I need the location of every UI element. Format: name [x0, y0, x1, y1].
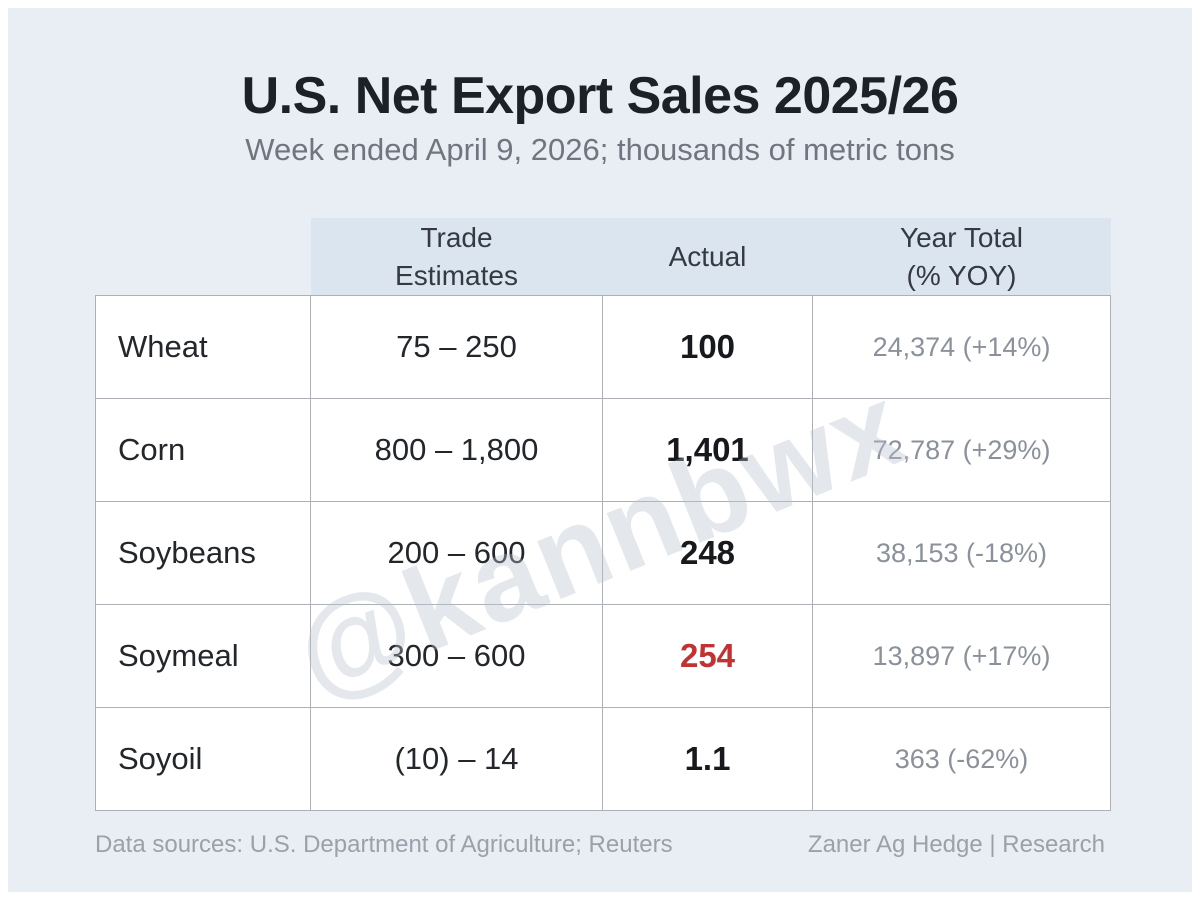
header-corner-cell [96, 218, 311, 296]
infographic-canvas: U.S. Net Export Sales 2025/26 Week ended… [8, 8, 1192, 892]
header-actual: Actual [602, 218, 813, 296]
table-row: Soyoil (10) – 14 1.1 363 (-62%) [95, 707, 1111, 811]
row-actual: 248 [602, 501, 813, 605]
header-year-total: Year Total (% YOY) [812, 218, 1111, 296]
page-title: U.S. Net Export Sales 2025/26 [241, 67, 959, 125]
row-label: Corn [95, 398, 311, 502]
row-year-total: 363 (-62%) [812, 707, 1111, 811]
data-sources-note: Data sources: U.S. Department of Agricul… [95, 831, 673, 858]
row-actual: 100 [602, 295, 813, 399]
row-estimate: 800 – 1,800 [310, 398, 603, 502]
row-label: Soybeans [95, 501, 311, 605]
row-actual: 1,401 [602, 398, 813, 502]
row-label: Soyoil [95, 707, 311, 811]
header-trade-estimates: Trade Estimates [310, 218, 603, 296]
table-row: Wheat 75 – 250 100 24,374 (+14%) [95, 295, 1111, 399]
row-year-total: 24,374 (+14%) [812, 295, 1111, 399]
page-subtitle: Week ended April 9, 2026; thousands of m… [245, 132, 955, 167]
row-label: Soymeal [95, 604, 311, 708]
table-row: Corn 800 – 1,800 1,401 72,787 (+29%) [95, 398, 1111, 502]
row-estimate: (10) – 14 [310, 707, 603, 811]
row-estimate: 200 – 600 [310, 501, 603, 605]
row-year-total: 38,153 (-18%) [812, 501, 1111, 605]
table-row: Soybeans 200 – 600 248 38,153 (-18%) [95, 501, 1111, 605]
table-header-row: Trade Estimates Actual Year Total (% YOY… [96, 218, 1111, 296]
row-year-total: 13,897 (+17%) [812, 604, 1111, 708]
row-year-total: 72,787 (+29%) [812, 398, 1111, 502]
row-actual-highlighted: 254 [602, 604, 813, 708]
row-estimate: 75 – 250 [310, 295, 603, 399]
row-label: Wheat [95, 295, 311, 399]
row-actual: 1.1 [602, 707, 813, 811]
export-sales-table: Trade Estimates Actual Year Total (% YOY… [95, 218, 1111, 811]
table-row: Soymeal 300 – 600 254 13,897 (+17%) [95, 604, 1111, 708]
row-estimate: 300 – 600 [310, 604, 603, 708]
attribution-note: Zaner Ag Hedge | Research [807, 831, 1105, 858]
